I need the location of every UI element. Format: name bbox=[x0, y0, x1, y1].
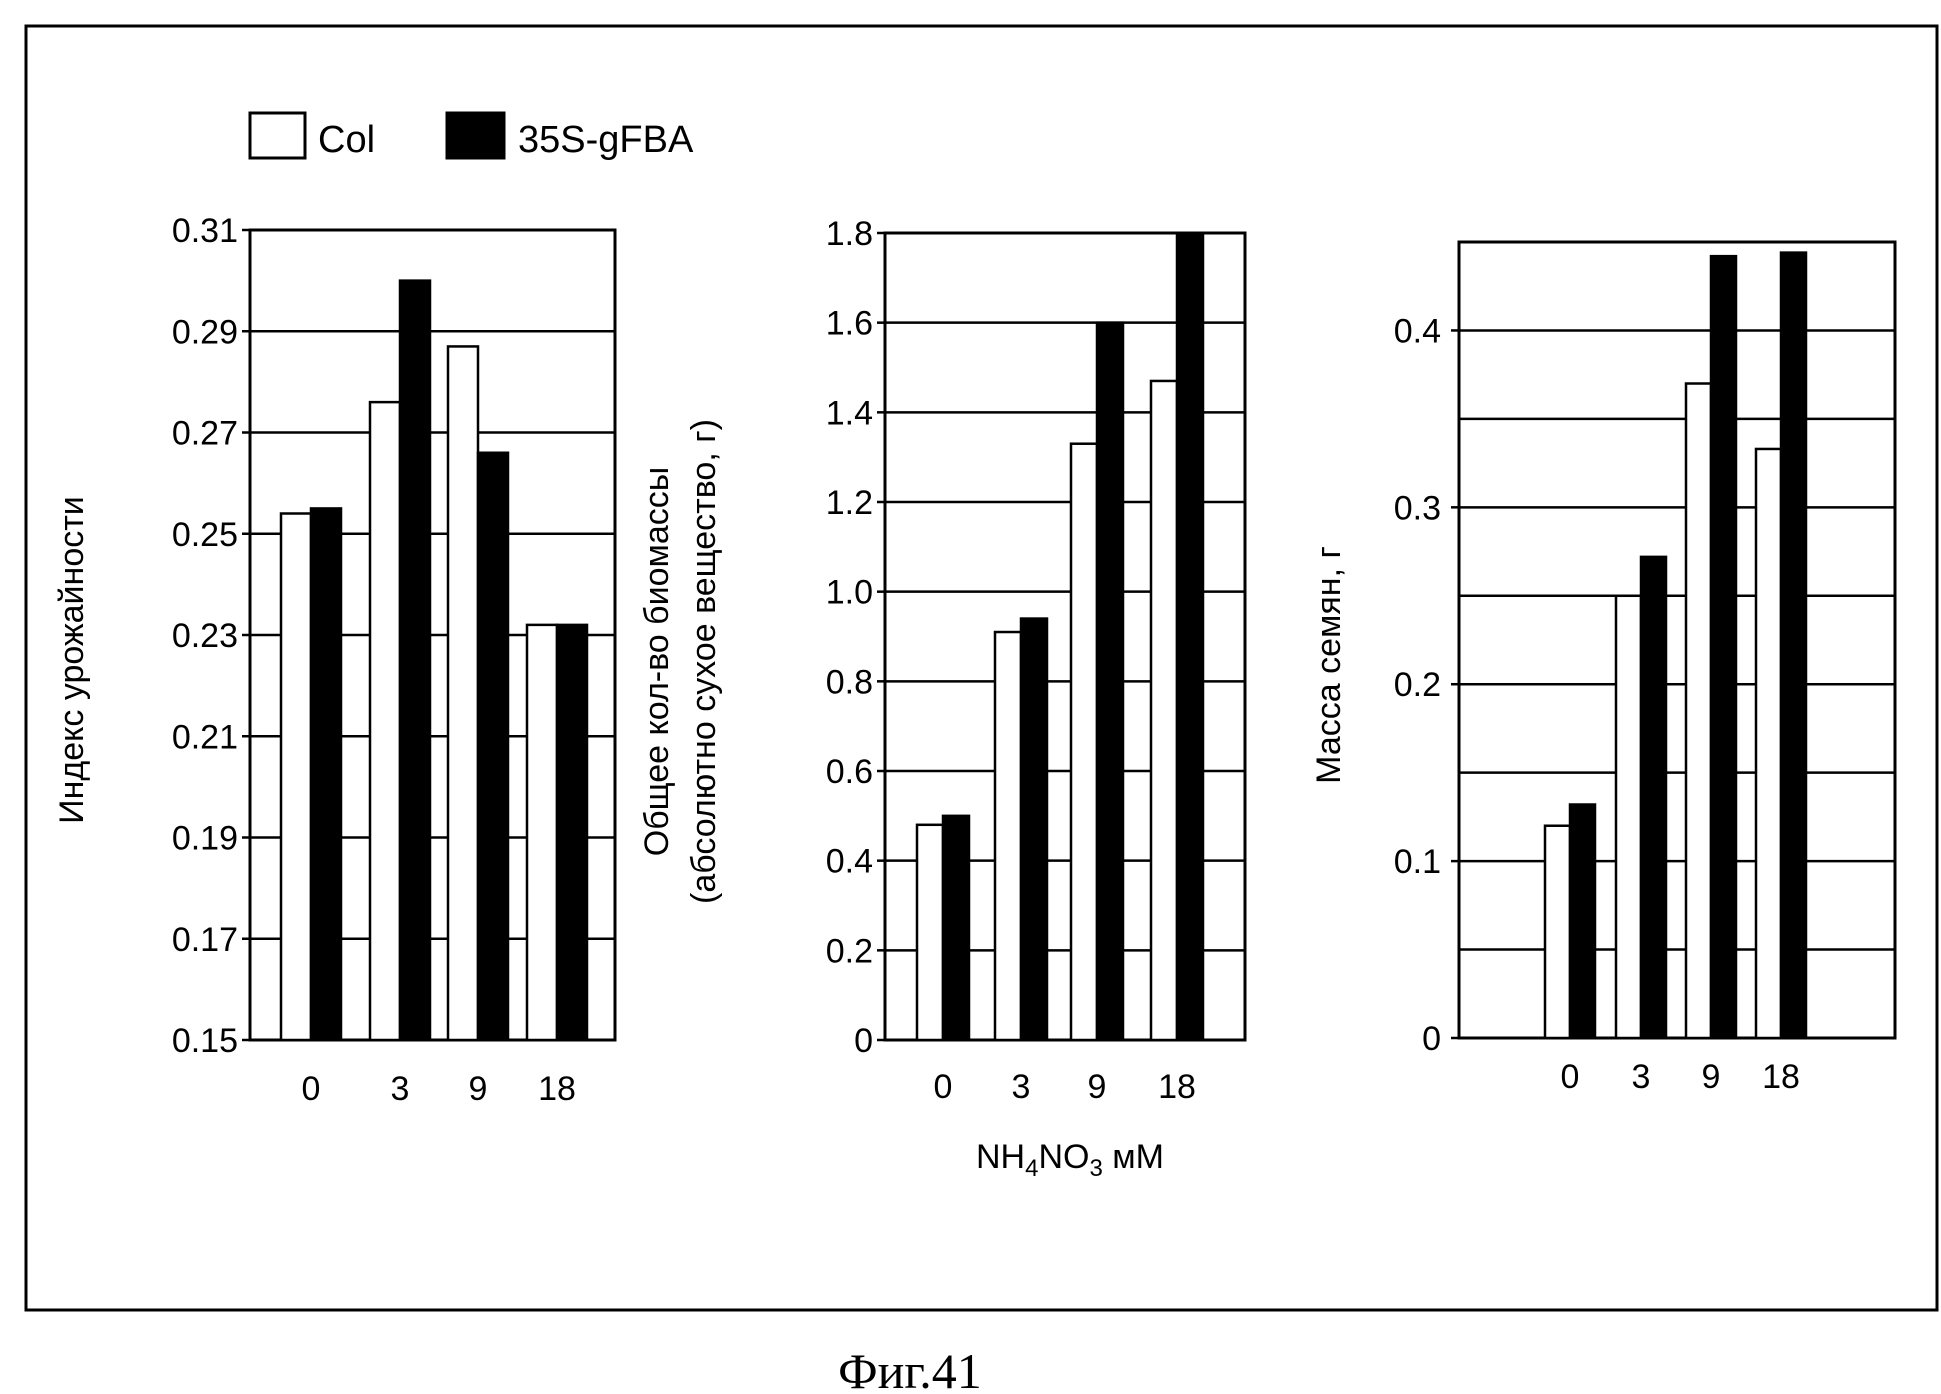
y-tick-label: 1.8 bbox=[826, 215, 873, 253]
bar-35s-gfba bbox=[943, 816, 969, 1040]
bar-35s-gfba bbox=[478, 453, 508, 1040]
bar-col bbox=[1616, 596, 1641, 1038]
y-tick-label: 0 bbox=[1422, 1020, 1441, 1058]
y-tick-label: 0.17 bbox=[172, 921, 238, 959]
x-tick-label: 18 bbox=[1762, 1058, 1800, 1096]
y-tick-label: 1.0 bbox=[826, 574, 873, 612]
bar-35s-gfba bbox=[1177, 233, 1203, 1040]
figure: Col 35S-gFBA 0.150.170.190.210.230.250.2… bbox=[0, 0, 1941, 1394]
bar-col bbox=[370, 402, 400, 1040]
y-axis-label: Общее кол-во биомассы bbox=[638, 467, 676, 857]
y-tick-label: 0.1 bbox=[1394, 843, 1441, 881]
legend-col-label: Col bbox=[318, 119, 375, 161]
y-tick-label: 0.31 bbox=[172, 212, 238, 250]
y-axis-label: Индекс урожайности bbox=[53, 496, 91, 824]
x-tick-label: 9 bbox=[1088, 1068, 1107, 1106]
y-tick-label: 1.6 bbox=[826, 305, 873, 343]
legend-transgenic-swatch bbox=[447, 113, 504, 158]
y-tick-label: 0.6 bbox=[826, 753, 873, 791]
x-tick-label: 9 bbox=[469, 1070, 488, 1108]
bar-col bbox=[448, 346, 478, 1040]
bar-col bbox=[281, 514, 311, 1041]
y-tick-label: 0.29 bbox=[172, 313, 238, 351]
x-tick-label: 18 bbox=[538, 1070, 576, 1108]
y-tick-label: 0.4 bbox=[1394, 312, 1441, 350]
y-tick-label: 1.2 bbox=[826, 484, 873, 522]
chart-seed-mass: 0 0.1 0.2 0.3 0.4 0 3 9 18 Масса семян, г bbox=[1310, 242, 1895, 1096]
y-tick-label: 0 bbox=[854, 1022, 873, 1060]
bar-35s-gfba bbox=[311, 508, 341, 1040]
x-tick-label: 9 bbox=[1702, 1058, 1721, 1096]
x-tick-label: 0 bbox=[1561, 1058, 1580, 1096]
bar-35s-gfba bbox=[1711, 256, 1736, 1038]
legend-col-swatch bbox=[250, 113, 305, 158]
bar-col bbox=[1756, 449, 1781, 1038]
x-tick-label: 0 bbox=[934, 1068, 953, 1106]
chart-yield-index: 0.15 0.17 0.19 0.21 0.23 0.25 0.27 0.29 0.31 0 3 9 1… bbox=[53, 212, 615, 1108]
y-tick-label: 0.3 bbox=[1394, 489, 1441, 527]
y-tick-label: 0.25 bbox=[172, 516, 238, 554]
bar-35s-gfba bbox=[557, 625, 587, 1040]
chart-biomass: 0 0.2 0.4 0.6 0.8 1.0 1.2 1.4 1.6 1.8 0 3 9 18 Общее к… bbox=[638, 215, 1245, 1106]
bar-35s-gfba bbox=[1641, 557, 1666, 1038]
bar-35s-gfba bbox=[1570, 805, 1595, 1038]
y-tick-label: 0.2 bbox=[1394, 666, 1441, 704]
y-tick-label: 0.8 bbox=[826, 663, 873, 701]
x-tick-label: 3 bbox=[1632, 1058, 1651, 1096]
y-axis-label-line2: (абсолютно сухое вещество, г) bbox=[685, 419, 723, 904]
y-tick-label: 0.21 bbox=[172, 718, 238, 756]
y-tick-label: 0.2 bbox=[826, 932, 873, 970]
bar-col bbox=[527, 625, 557, 1040]
y-tick-label: 0.4 bbox=[826, 843, 873, 881]
legend: Col 35S-gFBA bbox=[250, 113, 694, 161]
figure-caption: Фиг.41 bbox=[838, 1343, 982, 1394]
bar-col bbox=[1686, 384, 1711, 1038]
legend-transgenic-label: 35S-gFBA bbox=[518, 119, 694, 161]
bar-col bbox=[1071, 444, 1097, 1040]
x-tick-label: 0 bbox=[302, 1070, 321, 1108]
x-axis-title: NH4NO3 мМ bbox=[976, 1138, 1164, 1182]
bar-35s-gfba bbox=[1097, 323, 1123, 1040]
bar-35s-gfba bbox=[400, 281, 430, 1040]
bar-col bbox=[1545, 826, 1570, 1038]
bar-35s-gfba bbox=[1021, 619, 1047, 1040]
x-tick-label: 3 bbox=[391, 1070, 410, 1108]
plot-frame bbox=[1459, 242, 1895, 1038]
y-tick-label: 0.27 bbox=[172, 415, 238, 453]
bar-35s-gfba bbox=[1781, 253, 1806, 1038]
y-tick-label: 0.23 bbox=[172, 617, 238, 655]
y-tick-label: 0.19 bbox=[172, 820, 238, 858]
bar-col bbox=[995, 632, 1021, 1040]
y-tick-label: 0.15 bbox=[172, 1022, 238, 1060]
x-tick-label: 18 bbox=[1158, 1068, 1196, 1106]
bar-col bbox=[917, 825, 943, 1040]
x-tick-label: 3 bbox=[1012, 1068, 1031, 1106]
y-tick-label: 1.4 bbox=[826, 394, 873, 432]
y-axis-label: Масса семян, г bbox=[1310, 546, 1348, 784]
bar-col bbox=[1151, 381, 1177, 1040]
